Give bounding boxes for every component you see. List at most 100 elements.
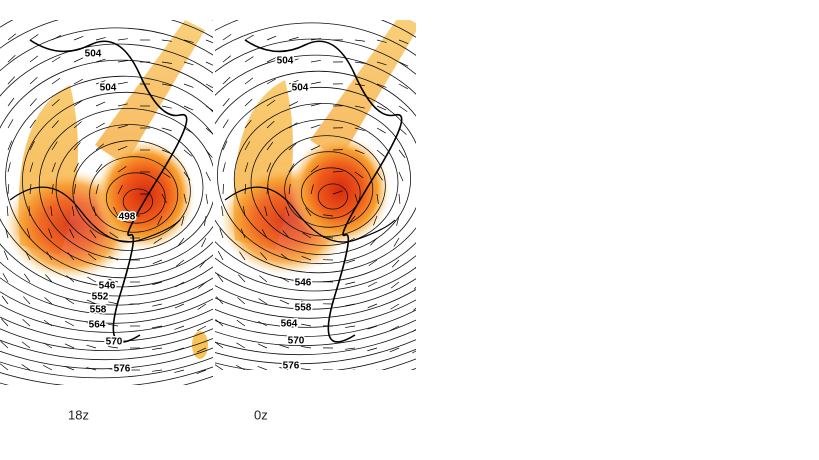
wind-barb — [259, 275, 268, 283]
contour — [215, 299, 416, 328]
wind-barb — [73, 100, 83, 107]
wind-barb — [89, 229, 97, 239]
wind-barb — [161, 193, 167, 204]
wind-barb — [117, 60, 128, 63]
wind-barb — [302, 232, 312, 239]
wind-barb — [28, 206, 31, 217]
wind-barb — [43, 342, 53, 349]
wind-barb — [198, 281, 207, 289]
wind-barb — [367, 281, 378, 287]
contour — [0, 357, 213, 379]
wind-barb — [108, 323, 119, 327]
wind-barb — [175, 281, 185, 288]
wind-barb — [95, 143, 105, 151]
wind-barb — [21, 364, 31, 371]
contour-label: 546 — [99, 281, 116, 292]
wind-barb — [354, 61, 365, 64]
wind-barb — [345, 325, 356, 328]
contour — [0, 328, 213, 351]
wind-barb — [398, 127, 407, 135]
wind-barb — [7, 162, 11, 173]
wind-barb — [95, 184, 99, 195]
wind-barb — [86, 367, 97, 371]
wind-barb — [301, 278, 312, 283]
wind-barb — [222, 140, 228, 151]
wind-barb — [108, 278, 119, 283]
wind-barb — [354, 193, 359, 204]
wind-barb — [376, 127, 386, 134]
wind-barb — [7, 54, 16, 63]
wind-barb — [7, 33, 17, 41]
wind-barb — [310, 38, 321, 41]
wind-barb — [65, 320, 75, 327]
wind-barb — [73, 78, 83, 85]
wind-barb — [288, 36, 299, 41]
contour — [215, 319, 416, 346]
wind-barb — [183, 61, 194, 66]
wind-barb — [412, 350, 416, 354]
contour-label: 504 — [85, 49, 102, 60]
wind-barb — [161, 171, 171, 178]
wind-barb — [222, 183, 224, 195]
wind-barb — [301, 255, 312, 261]
wind-max — [290, 135, 390, 245]
contour-label: 570 — [288, 336, 305, 347]
wind-barb — [398, 105, 408, 112]
wind-barb — [258, 320, 268, 327]
wind-barb — [64, 365, 75, 371]
wind-barb — [310, 165, 319, 173]
contour — [0, 347, 213, 370]
wind-barb — [181, 215, 185, 226]
wind-barb — [199, 259, 207, 268]
contour — [0, 20, 213, 324]
wind-barb — [197, 303, 207, 310]
contour — [233, 103, 411, 255]
wind-barb — [205, 83, 213, 89]
wind-barb — [222, 162, 226, 173]
wind-barb — [48, 228, 53, 239]
contour — [38, 108, 213, 260]
wind-barb — [376, 61, 387, 66]
wind-barb — [153, 237, 163, 244]
wind-barb — [280, 276, 290, 283]
wind-barb — [0, 363, 9, 371]
wind-barb — [152, 259, 163, 265]
wind-barb — [51, 77, 61, 85]
wind-barb — [398, 39, 409, 45]
wind-barb — [108, 346, 119, 349]
wind-barb — [175, 259, 185, 267]
wind-barb — [95, 101, 106, 107]
wind-barb — [29, 119, 37, 129]
wind-barb — [398, 83, 408, 90]
wind-barb — [376, 171, 383, 181]
wind-barb — [0, 340, 9, 349]
wind-barb — [51, 56, 61, 63]
wind-barb — [222, 76, 231, 85]
contour-label: 558 — [90, 305, 107, 316]
wind-barb — [240, 228, 246, 239]
wind-barb — [222, 55, 231, 63]
wind-barb — [73, 142, 81, 151]
wind-barb — [43, 364, 53, 371]
wind-barb — [257, 365, 268, 370]
contour — [215, 329, 416, 356]
wind-barb — [109, 232, 119, 239]
wind-barb — [413, 307, 416, 311]
wind-barb — [236, 319, 246, 327]
wind-barb — [95, 80, 106, 85]
wind-barb — [87, 276, 97, 283]
wind-barb — [7, 76, 16, 85]
map-panel: 504 504 546 558 564 570 576 — [215, 20, 416, 370]
contour — [122, 188, 153, 215]
wind-barb — [354, 149, 365, 155]
wind-barb — [117, 38, 128, 41]
wind-barb — [51, 141, 58, 151]
wind-barb — [239, 251, 246, 261]
coastline — [29, 39, 188, 343]
wind-barb — [413, 286, 416, 290]
wind-barb — [117, 81, 128, 85]
wind-barb — [67, 252, 75, 261]
wind-barb — [215, 364, 224, 370]
contour-label: 564 — [281, 319, 298, 330]
wind-barb — [7, 97, 15, 107]
